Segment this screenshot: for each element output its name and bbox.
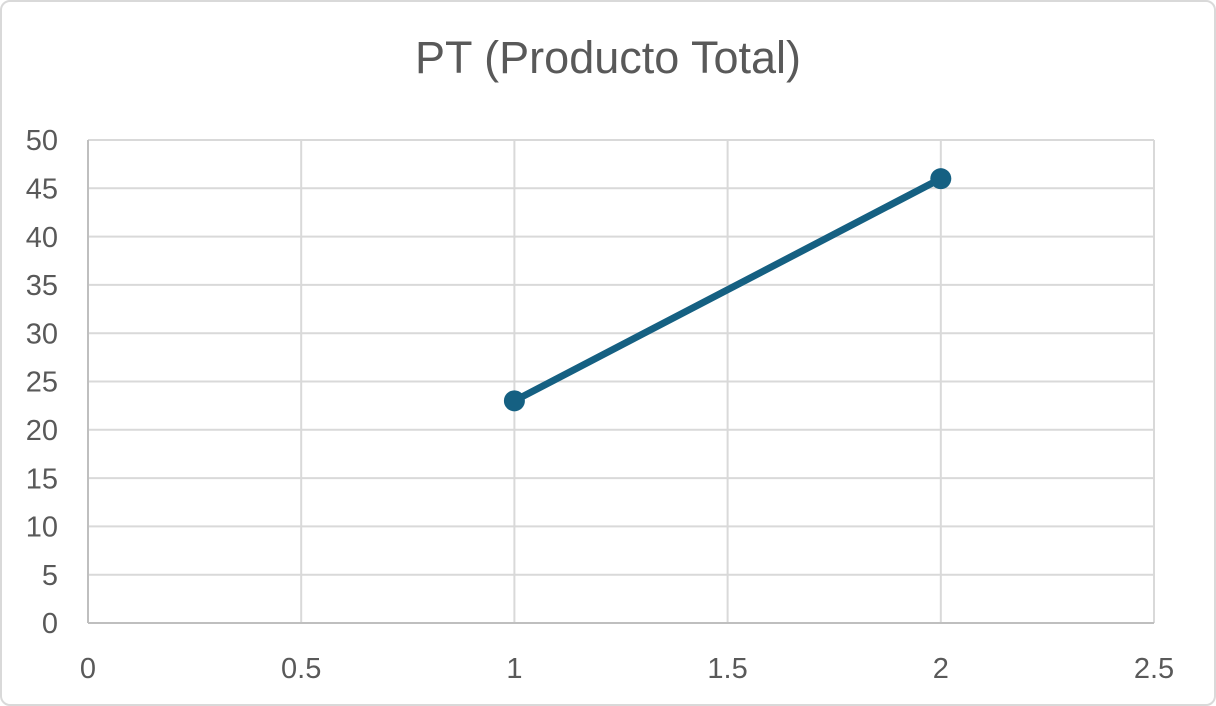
y-tick-label: 30 — [26, 318, 58, 350]
y-tick-label: 25 — [26, 367, 58, 399]
data-point-marker — [930, 168, 952, 190]
x-tick-label: 0.5 — [281, 653, 321, 685]
y-tick-label: 15 — [26, 463, 58, 495]
x-tick-label: 0 — [80, 653, 96, 685]
y-tick-label: 35 — [26, 270, 58, 302]
x-tick-label: 1.5 — [707, 653, 747, 685]
y-tick-label: 40 — [26, 222, 58, 254]
y-tick-label: 10 — [26, 512, 58, 544]
x-tick-label: 1 — [506, 653, 522, 685]
y-tick-label: 50 — [26, 125, 58, 157]
series-line — [510, 175, 945, 405]
y-tick-label: 45 — [26, 173, 58, 205]
x-tick-label: 2.5 — [1134, 653, 1174, 685]
y-tick-label: 20 — [26, 415, 58, 447]
y-tick-label: 0 — [42, 608, 58, 640]
y-tick-label: 5 — [42, 560, 58, 592]
data-point-marker — [503, 390, 525, 412]
x-tick-label: 2 — [933, 653, 949, 685]
chart-title: PT (Producto Total) — [414, 32, 801, 83]
